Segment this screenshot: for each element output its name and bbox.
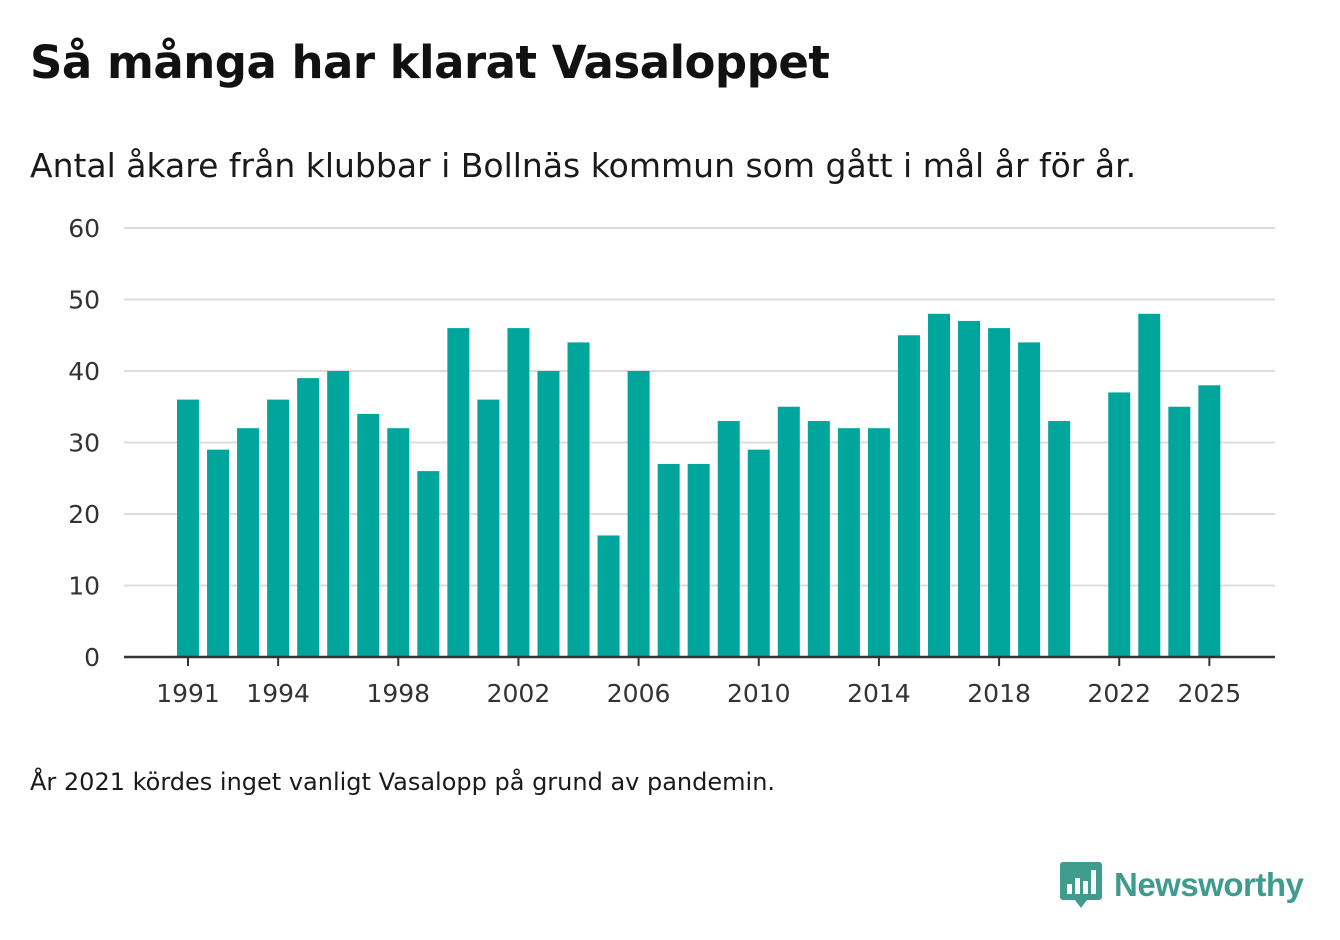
bar-chart: 0 10 20 30 40 50 60 1991 1994 1998 2002 2006 2010 201…: [68, 214, 1275, 708]
y-tick-label: 30: [68, 429, 100, 458]
x-tick-label: 2025: [1178, 679, 1242, 708]
x-tick-label: 2006: [607, 679, 671, 708]
bar-2004: [567, 342, 590, 657]
bar-2011: [777, 406, 800, 657]
bar-2022: [1108, 392, 1131, 657]
bar-2008: [687, 463, 710, 657]
bar-2019: [1018, 342, 1041, 657]
bar-1991: [177, 399, 199, 657]
chart-subtitle: Antal åkare från klubbar i Bollnäs kommu…: [30, 146, 1137, 185]
bar-2014: [867, 428, 890, 657]
y-tick-label: 0: [84, 643, 100, 672]
bar-1997: [357, 413, 380, 657]
chart-title: Så många har klarat Vasaloppet: [30, 36, 830, 89]
footnote: År 2021 kördes inget vanligt Vasalopp på…: [30, 768, 776, 796]
bar-2005: [597, 535, 620, 657]
y-tick-label: 40: [68, 357, 100, 386]
bar-2018: [988, 328, 1011, 657]
bars: [177, 313, 1221, 657]
bar-2007: [657, 463, 680, 657]
y-tick-label: 60: [68, 214, 100, 243]
bar-1996: [327, 371, 350, 657]
bar-1999: [417, 471, 440, 657]
tick-labels: 0 10 20 30 40 50 60 1991 1994 1998 2002 2006 2010 201…: [68, 214, 1241, 708]
brand-name: Newsworthy: [1114, 866, 1304, 903]
x-tick-label: 1991: [156, 679, 220, 708]
bar-1994: [267, 399, 290, 657]
x-tick-label: 1998: [366, 679, 430, 708]
bar-2023: [1138, 313, 1161, 657]
y-tick-label: 20: [68, 500, 100, 529]
bar-1998: [387, 428, 410, 657]
x-tick-label: 1994: [246, 679, 310, 708]
bar-2015: [897, 335, 920, 657]
bar-2001: [477, 399, 500, 657]
x-tick-label: 2022: [1087, 679, 1151, 708]
x-tick-label: 2018: [967, 679, 1031, 708]
bar-2010: [747, 449, 770, 657]
bar-2025: [1198, 385, 1221, 657]
y-tick-label: 50: [68, 286, 100, 315]
bar-1995: [297, 378, 320, 657]
bar-2003: [537, 371, 560, 657]
x-axis: [124, 655, 1275, 666]
bar-2017: [958, 320, 981, 657]
x-tick-label: 2002: [487, 679, 551, 708]
brand-logo: Newsworthy: [1060, 860, 1304, 910]
bar-1993: [237, 428, 260, 657]
x-tick-label: 2010: [727, 679, 791, 708]
y-tick-label: 10: [68, 572, 100, 601]
x-tick-label: 2014: [847, 679, 911, 708]
bar-2016: [928, 313, 950, 657]
bar-2006: [627, 371, 650, 657]
bar-2000: [447, 328, 470, 657]
newsworthy-logo-icon: [1060, 862, 1102, 908]
bar-2002: [507, 328, 530, 657]
bar-2013: [837, 428, 860, 657]
bar-2012: [807, 421, 830, 657]
bar-2009: [717, 421, 740, 657]
bar-2024: [1168, 406, 1191, 657]
bar-1992: [207, 449, 230, 657]
bar-2020: [1048, 421, 1071, 657]
